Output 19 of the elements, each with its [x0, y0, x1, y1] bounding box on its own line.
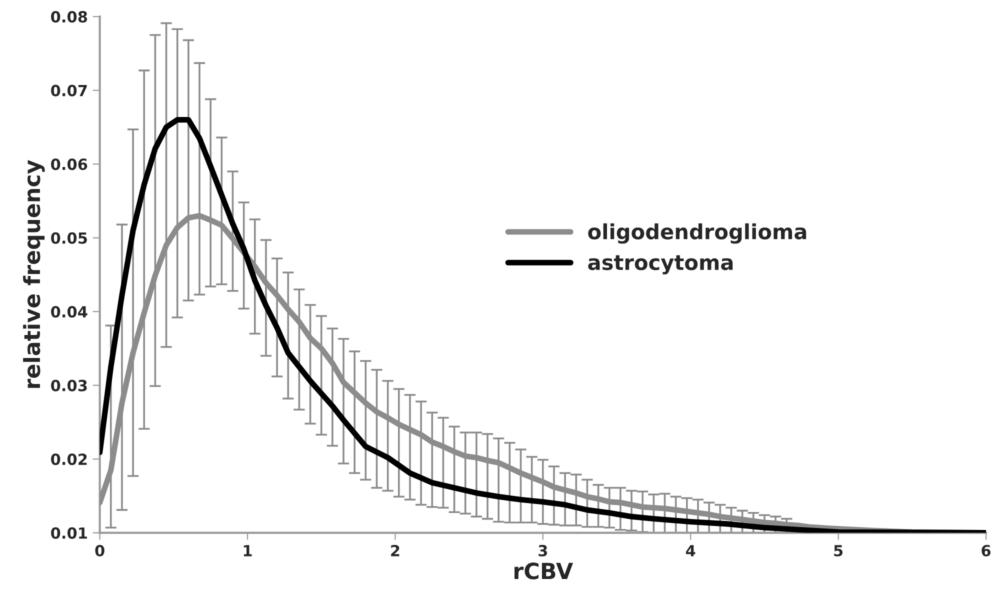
y-tick-label: 0.03 — [51, 380, 87, 392]
legend-label: astrocytoma — [588, 255, 733, 274]
y-tick-label: 0.05 — [51, 232, 87, 244]
y-tick-label: 0.08 — [51, 11, 88, 23]
x-tick-label: 5 — [834, 545, 843, 556]
y-tick-label: 0.02 — [51, 454, 87, 466]
x-tick-label: 1 — [244, 545, 252, 556]
y-tick-label: 0.07 — [51, 84, 87, 96]
x-tick-label: 6 — [982, 544, 991, 556]
x-tick-label: 0 — [95, 544, 104, 556]
x-axis-title: rCBV — [514, 562, 574, 580]
legend-label: oligodendroglioma — [588, 223, 806, 244]
y-tick-label: 0.01 — [51, 527, 87, 539]
x-tick-label: 2 — [391, 544, 400, 556]
y-axis-title: relative frequency — [23, 160, 45, 388]
y-tick-label: 0.04 — [51, 306, 88, 318]
x-tick-label: 4 — [686, 545, 696, 556]
x-tick-label: 3 — [538, 544, 548, 556]
y-tick-label: 0.06 — [51, 158, 88, 170]
